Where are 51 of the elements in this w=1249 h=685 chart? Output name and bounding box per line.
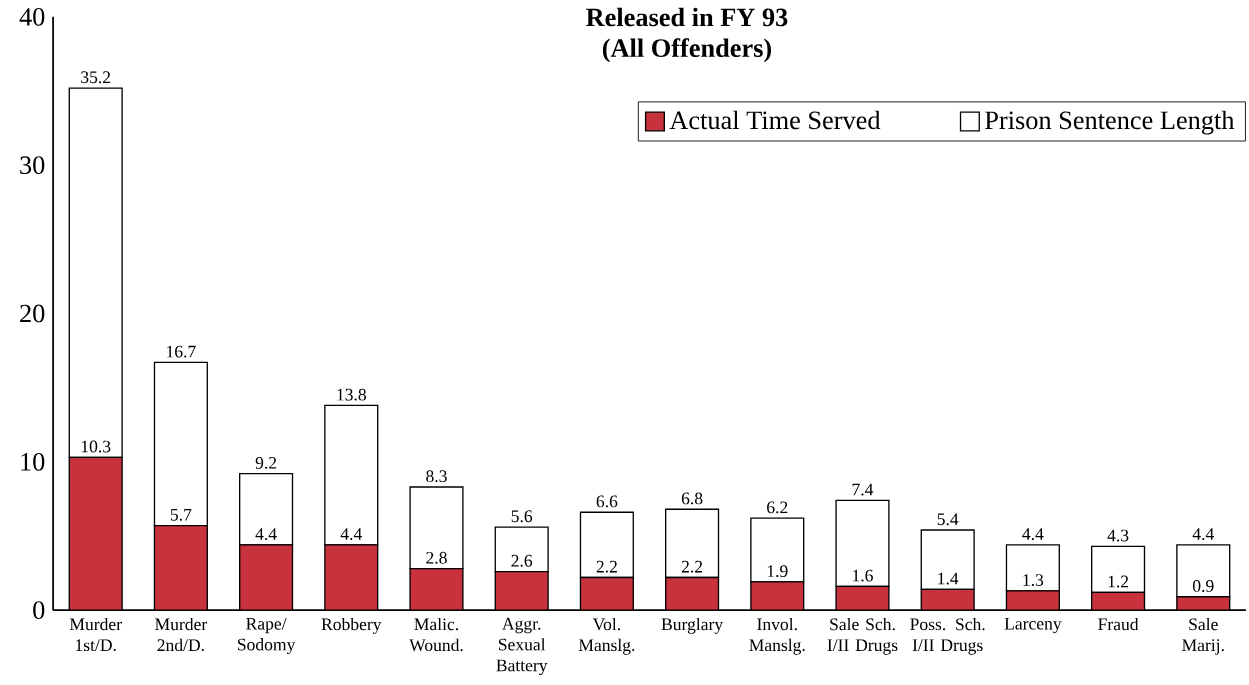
total-label: 35.2 bbox=[81, 71, 111, 84]
y-tick-label: 20 bbox=[20, 304, 45, 323]
x-tick-label: Burglary bbox=[661, 617, 724, 634]
data-label: 2.2 bbox=[596, 560, 617, 573]
y-tick-label: 30 bbox=[20, 156, 45, 175]
total-label: 4.4 bbox=[1022, 528, 1044, 540]
data-label: 1.3 bbox=[1023, 574, 1044, 586]
total-label: 5.4 bbox=[937, 513, 959, 526]
data-label: 4.4 bbox=[255, 528, 277, 540]
x-tick-label: Rape/ Sodomy bbox=[237, 617, 296, 655]
y-tick-label: 10 bbox=[21, 452, 45, 471]
total-label: 6.8 bbox=[681, 492, 703, 505]
x-tick-label: Robbery bbox=[321, 617, 382, 634]
total-label: 7.4 bbox=[852, 483, 874, 496]
data-label: 4.4 bbox=[340, 528, 362, 540]
legend-label: Actual Time Served bbox=[669, 110, 881, 130]
data-label: 1.6 bbox=[853, 569, 873, 582]
x-tick-label: Sale Sch. I/II Drugs bbox=[827, 617, 898, 655]
y-tick-label: 0 bbox=[33, 601, 45, 619]
data-label: 2.6 bbox=[511, 554, 533, 567]
total-label: 4.3 bbox=[1107, 529, 1129, 542]
total-label: 6.2 bbox=[767, 501, 788, 514]
data-label: 1.9 bbox=[767, 565, 788, 578]
total-label: 4.4 bbox=[1192, 528, 1214, 540]
data-label: 10.3 bbox=[81, 440, 111, 453]
legend-label: Prison Sentence Length bbox=[985, 110, 1235, 135]
x-tick-label: Murder 1st/D. bbox=[69, 617, 122, 652]
total-label: 13.8 bbox=[337, 388, 366, 401]
x-tick-label: Fraud bbox=[1098, 617, 1139, 631]
data-label: 5.7 bbox=[170, 508, 192, 521]
data-label: 2.8 bbox=[426, 551, 447, 564]
data-label: 0.9 bbox=[1192, 580, 1214, 592]
x-tick-label: Poss. Sch. I/II Drugs bbox=[910, 617, 985, 655]
total-label: 5.6 bbox=[511, 510, 533, 523]
total-label: 16.7 bbox=[167, 345, 196, 358]
x-tick-label: Aggr. Sexual Battery bbox=[496, 617, 548, 675]
y-tick-label: 40 bbox=[19, 7, 45, 26]
total-label: 8.3 bbox=[426, 470, 447, 483]
total-label: 6.6 bbox=[596, 495, 618, 508]
data-label: 2.2 bbox=[681, 560, 703, 573]
x-tick-label: Invol. Manslg. bbox=[749, 617, 805, 655]
total-label: 9.2 bbox=[255, 456, 277, 469]
x-tick-label: Malic. Wound. bbox=[409, 617, 463, 652]
x-tick-label: Larceny bbox=[1004, 617, 1062, 634]
x-tick-label: Murder 2nd/D. bbox=[155, 617, 208, 652]
x-tick-label: Sale Marij. bbox=[1182, 617, 1224, 655]
x-tick-label: Vol. Manslg. bbox=[578, 617, 635, 655]
data-label: 1.4 bbox=[938, 572, 959, 585]
chart-title: Released in FY 93 bbox=[586, 7, 788, 27]
text: (All Offenders) bbox=[602, 38, 772, 63]
data-label: 1.2 bbox=[1108, 575, 1129, 588]
